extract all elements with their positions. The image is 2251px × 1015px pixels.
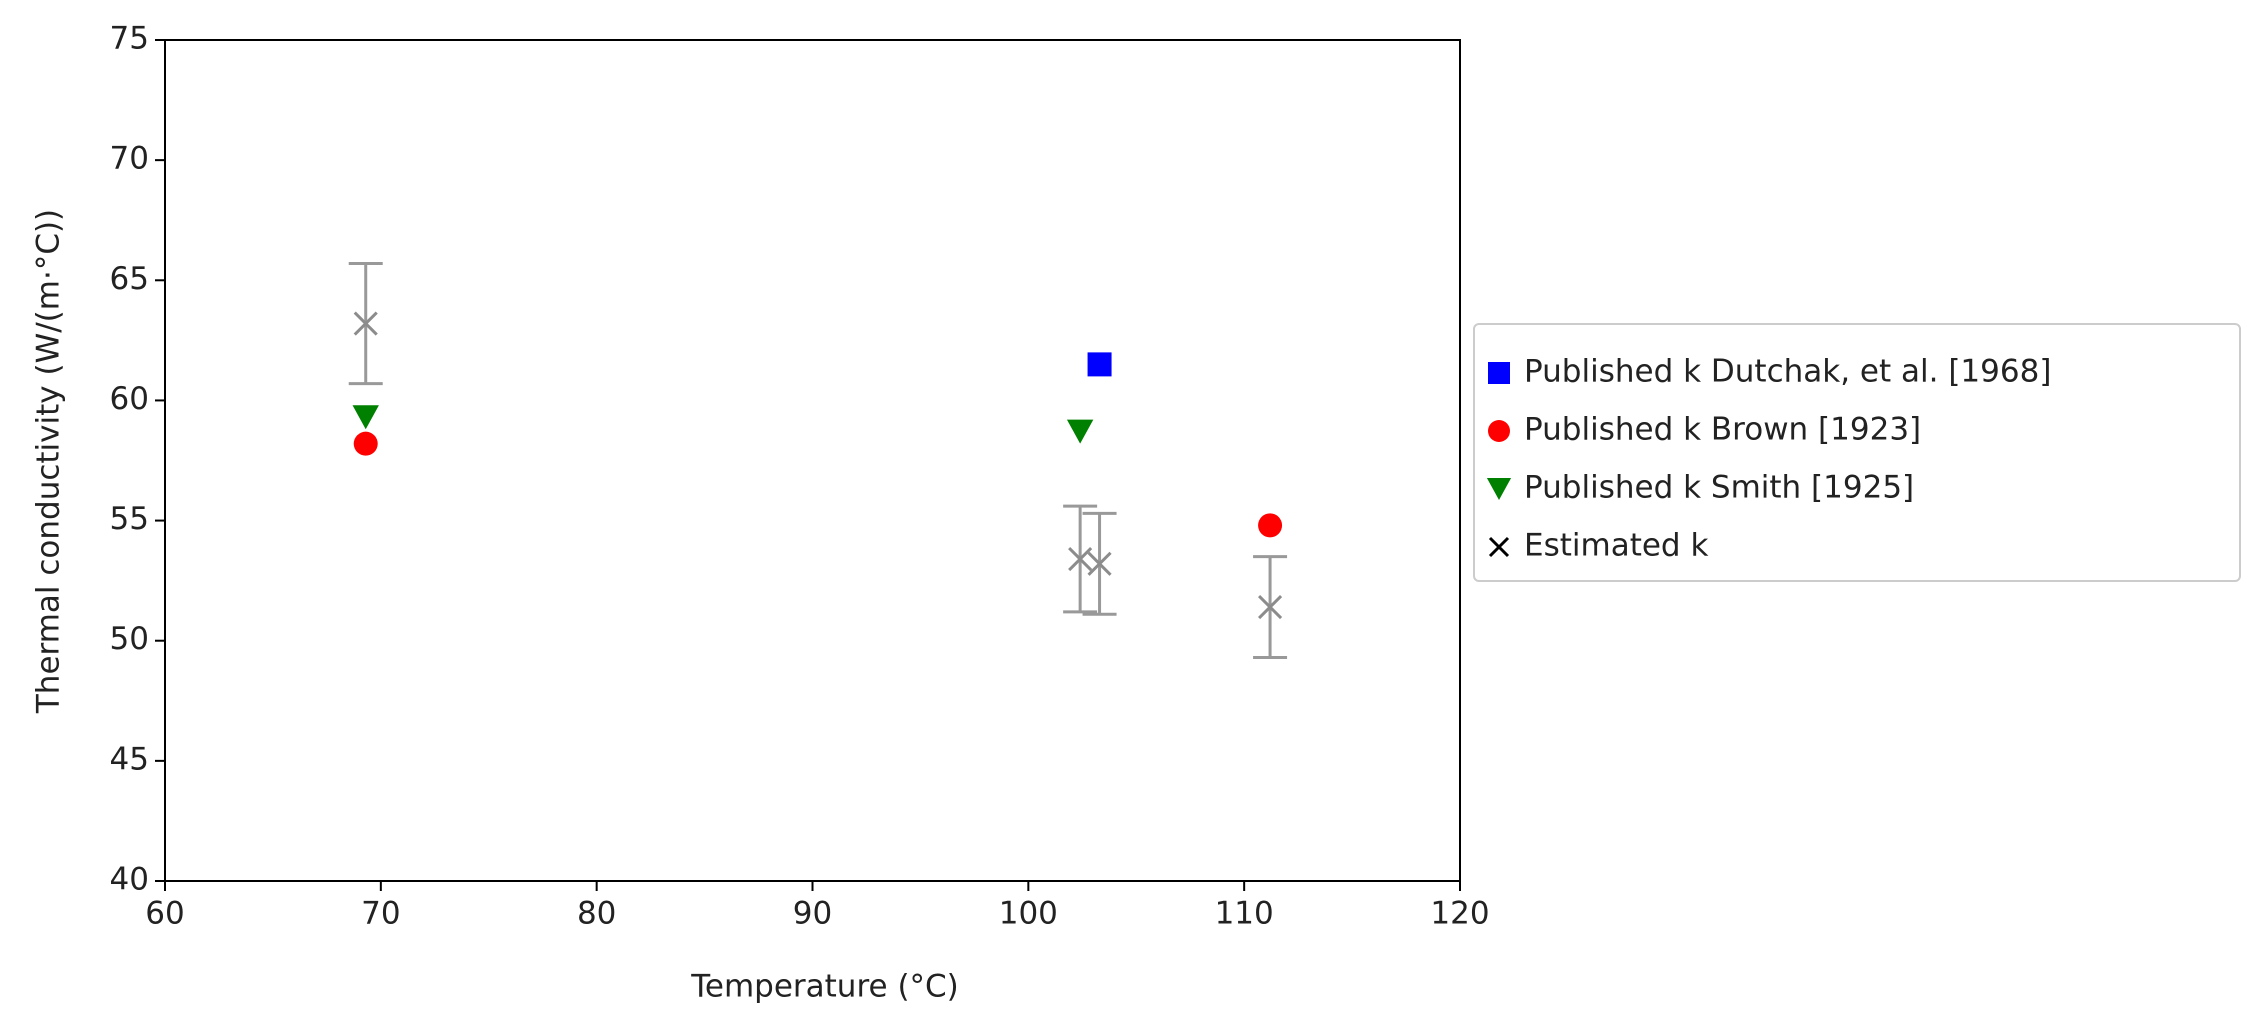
marker-square [1488, 362, 1510, 384]
marker-x [1488, 536, 1510, 558]
x-tick-label: 90 [793, 896, 832, 932]
marker-circle [353, 431, 378, 456]
marker-x [1258, 595, 1283, 620]
y-tick-label: 70 [110, 141, 149, 177]
y-tick-label: 55 [110, 501, 149, 537]
marker-x [1087, 551, 1112, 576]
y-tick-label: 75 [110, 21, 149, 57]
legend-box [1473, 323, 2241, 582]
x-tick-label: 80 [577, 896, 616, 932]
marker-triangle [1486, 478, 1512, 500]
y-tick-label: 45 [110, 741, 149, 777]
marker-x [1068, 546, 1093, 572]
x-tick-label: 60 [145, 896, 184, 932]
x-axis-label: Temperature (°C) [690, 969, 959, 1005]
y-tick-label: 40 [110, 862, 149, 898]
y-axis-label: Thermal conductivity (W/(m·°C)) [31, 209, 67, 714]
legend-label: Published k Dutchak, et al. [1968] [1524, 354, 2051, 390]
marker-circle [1258, 513, 1283, 538]
x-tick-label: 110 [1215, 896, 1274, 932]
x-tick-label: 100 [999, 896, 1058, 932]
marker-circle [1488, 420, 1510, 442]
x-tick-label: 70 [361, 896, 400, 932]
legend-label: Published k Brown [1923] [1524, 412, 1921, 448]
legend-label: Estimated k [1524, 528, 1708, 564]
marker-x [353, 311, 378, 336]
marker-triangle [1066, 419, 1094, 444]
marker-square [1087, 352, 1112, 377]
y-tick-label: 65 [110, 261, 149, 297]
x-tick-label: 120 [1430, 896, 1489, 932]
legend-label: Published k Smith [1925] [1524, 470, 1914, 506]
marker-triangle [352, 405, 379, 430]
y-tick-label: 60 [110, 381, 149, 417]
plot-frame [164, 39, 1461, 882]
y-tick-label: 50 [110, 621, 149, 657]
